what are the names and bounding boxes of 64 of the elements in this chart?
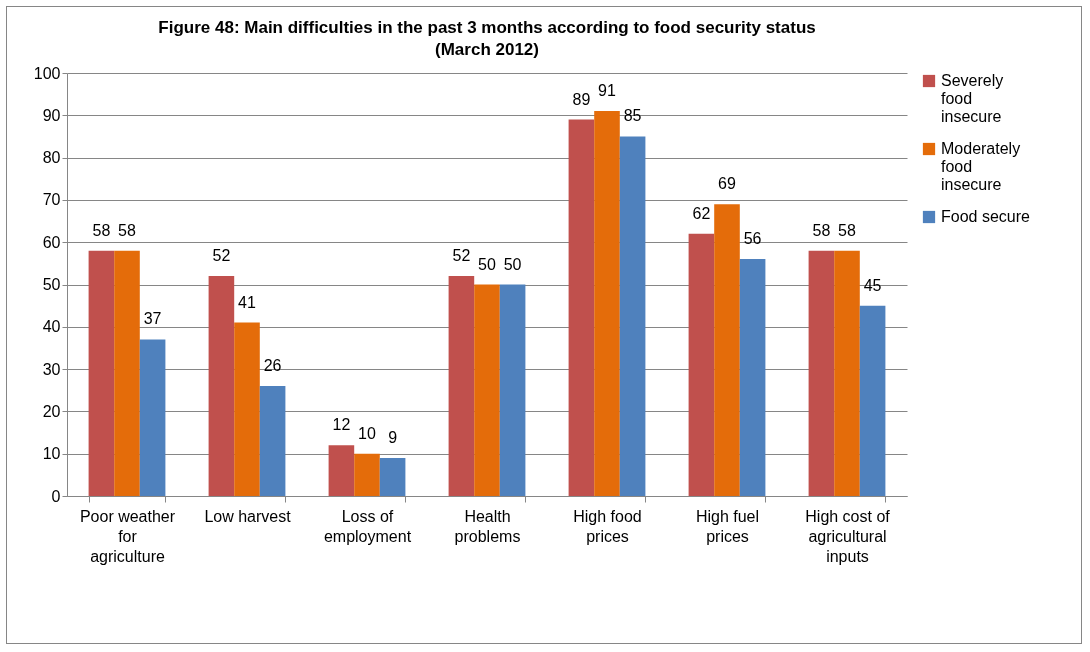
x-tick-label: Health problems [454,507,521,545]
bar [474,284,500,496]
data-label: 58 [92,221,111,239]
bar [88,250,115,496]
y-tick-label: 80 [42,149,61,167]
x-tick-label: High food prices [573,507,642,545]
legend-label: Food secure [941,208,1031,225]
legend-label: Moderately food insecure [941,140,1021,193]
bar [139,339,166,496]
bar [594,111,620,496]
data-label: 52 [212,247,231,265]
data-label: 37 [143,310,162,328]
bar [354,453,380,496]
data-label: 41 [238,293,256,311]
bar [619,136,646,496]
bar [859,305,886,496]
bar [499,284,526,496]
data-label: 45 [863,276,882,294]
data-label: 58 [118,221,136,239]
bar [234,322,260,496]
bar [328,445,355,496]
y-tick-label: 10 [42,445,61,463]
x-tick-label: High cost of agricultural inputs [805,507,891,565]
data-label: 89 [572,90,591,108]
data-label: 85 [623,107,642,125]
bar [114,250,140,496]
bar [808,250,835,496]
bar [379,457,406,496]
bar [208,276,235,496]
y-tick-label: 100 [33,64,61,82]
x-tick-label: Loss of employment [323,507,412,545]
data-label: 9 [388,428,398,446]
data-label: 91 [598,82,616,100]
y-tick-label: 90 [42,106,61,124]
y-tick-label: 60 [42,233,61,251]
y-tick-label: 40 [42,318,61,336]
x-tick-label: Poor weather for agriculture [79,507,176,565]
bar [688,233,715,496]
legend-label: Severely food insecure [941,72,1004,125]
chart-title: Figure 48: Main difficulties in the past 3 months according to food security status (March 2012) [158,18,816,59]
bar [448,276,475,496]
data-label: 12 [332,416,351,434]
y-tick-label: 0 [51,487,61,505]
bar [834,250,860,496]
data-label: 58 [812,221,831,239]
data-label: 56 [743,230,762,248]
y-tick-label: 50 [42,276,61,293]
data-label: 26 [263,357,282,375]
data-label: 50 [478,255,496,273]
x-tick-label: Low harvest [204,507,292,525]
data-label: 52 [452,247,471,265]
bar [568,119,595,496]
y-tick-label: 70 [42,191,61,209]
data-label: 50 [503,255,522,273]
data-label: 62 [692,204,711,222]
bar [714,204,740,496]
data-label: 58 [838,221,856,239]
bar [259,386,286,496]
bar [739,259,766,496]
x-tick-label: High fuel prices [695,507,760,545]
y-tick-label: 20 [42,402,61,420]
data-label: 10 [358,424,376,442]
y-tick-label: 30 [42,360,61,378]
data-label: 69 [718,175,736,193]
